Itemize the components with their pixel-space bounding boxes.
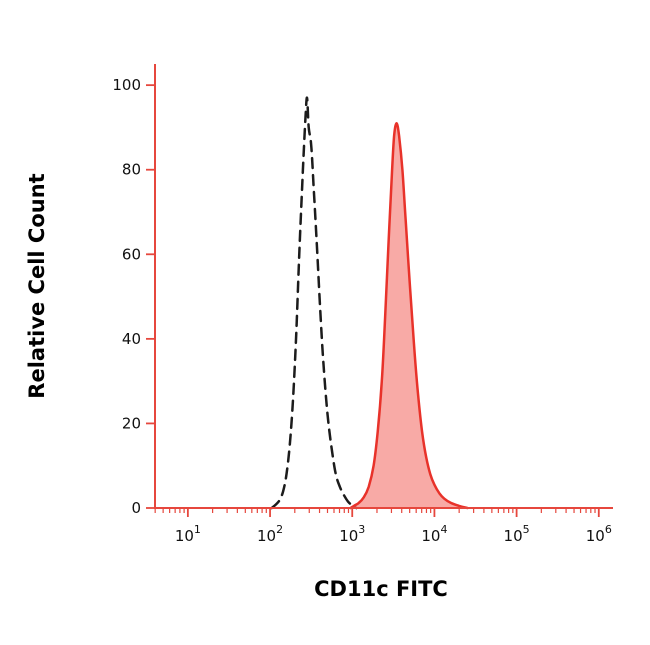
x-tick-label: 103 <box>339 523 365 545</box>
x-tick-label: 105 <box>504 523 530 545</box>
cd11c-fitc-stained-curve <box>349 121 469 510</box>
y-tick-label: 100 <box>112 76 141 94</box>
y-tick-label: 60 <box>122 245 141 263</box>
x-tick-label: 106 <box>586 523 612 545</box>
y-tick-label: 20 <box>122 414 141 432</box>
x-tick-label: 101 <box>175 523 201 545</box>
y-tick-label: 80 <box>122 161 141 179</box>
x-tick-label: 102 <box>257 523 283 545</box>
y-tick-label: 40 <box>122 330 141 348</box>
y-axis-label: Relative Cell Count <box>25 173 49 398</box>
axes-group: 101 102 103 104 105 106 0 20 40 60 80 100 <box>112 64 613 545</box>
unstained-control-curve <box>270 96 358 510</box>
x-tick-label: 104 <box>421 523 447 545</box>
y-tick-label: 0 <box>131 499 141 517</box>
series-group <box>270 96 469 510</box>
x-axis-label: CD11c FITC <box>314 577 448 601</box>
cd11c-fitc-stained-fill <box>350 123 468 508</box>
